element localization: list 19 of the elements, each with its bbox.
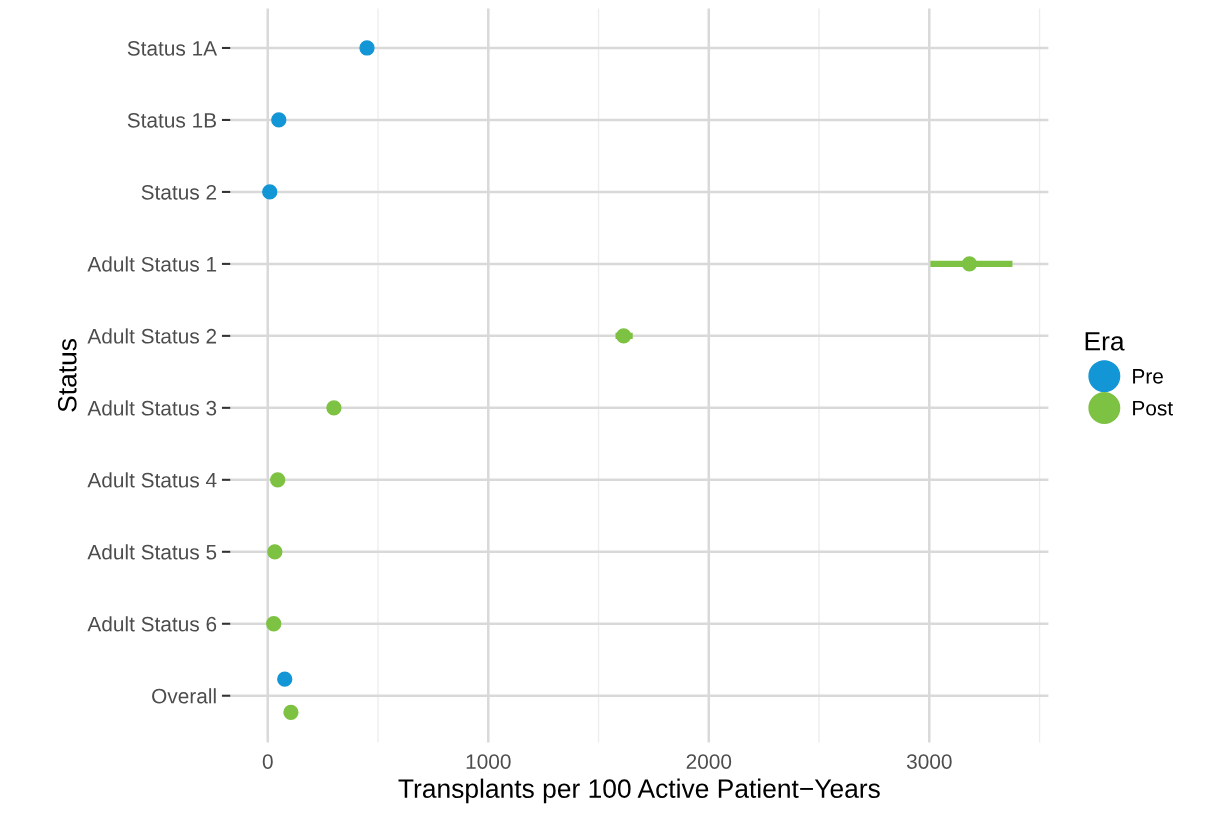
y-tick-label: Adult Status 5 [87, 544, 217, 560]
x-tick-label: 3000 [906, 754, 952, 769]
y-axis-title: Status [57, 339, 77, 412]
y-tick-label: Adult Status 2 [87, 328, 217, 344]
legend-label: Pre [1133, 369, 1163, 384]
y-tick-label: Status 2 [141, 184, 217, 200]
y-tick-label: Overall [152, 688, 216, 704]
x-axis-title: Transplants per 100 Active Patient−Years [398, 778, 880, 804]
x-tick-label: 0 [262, 754, 273, 769]
y-tick-label: Status 1B [127, 112, 216, 128]
x-tick-label: 2000 [686, 754, 732, 769]
y-tick-label: Adult Status 1 [87, 256, 217, 272]
y-tick-label: Status 1A [127, 40, 218, 56]
legend-title: Era [1085, 332, 1125, 351]
legend-label: Post [1133, 401, 1173, 416]
y-tick-label: Adult Status 4 [87, 472, 217, 488]
x-tick-label: 1000 [466, 754, 511, 769]
y-tick-label: Adult Status 3 [87, 400, 217, 416]
y-tick-label: Adult Status 6 [87, 616, 217, 632]
